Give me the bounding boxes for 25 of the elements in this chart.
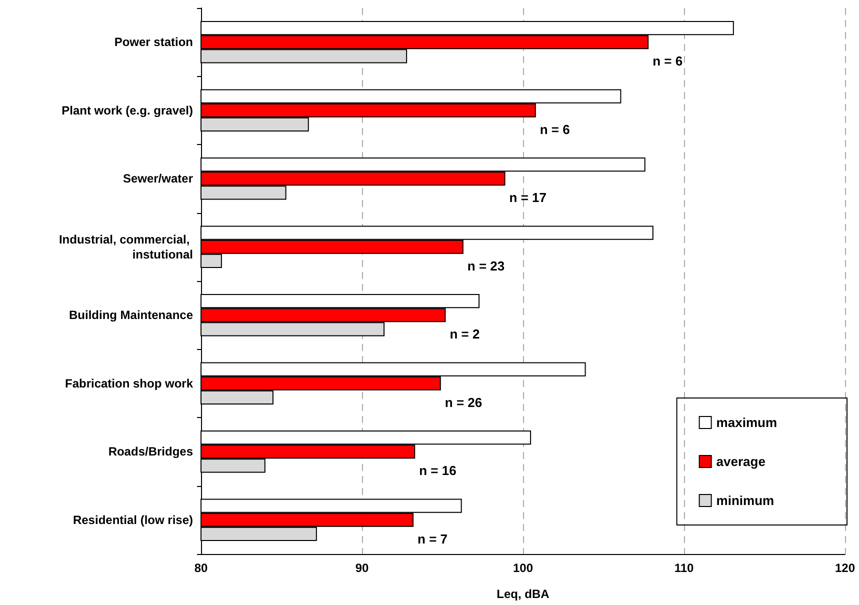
legend-label: maximum bbox=[716, 415, 778, 430]
legend-label: average bbox=[716, 454, 766, 469]
x-tick-label: 100 bbox=[512, 561, 534, 575]
annotation: n = 23 bbox=[467, 258, 505, 274]
annotation: n = 17 bbox=[509, 190, 547, 206]
y-tick-label: Power station bbox=[114, 35, 193, 50]
y-tick-label: Industrial, commercial, instutional bbox=[58, 232, 193, 262]
annotation: n = 26 bbox=[444, 394, 482, 410]
annotation: n = 6 bbox=[540, 122, 570, 137]
x-tick-label: 110 bbox=[674, 561, 694, 575]
annotation: n = 2 bbox=[450, 326, 480, 342]
x-axis-title: Leq, dBA bbox=[496, 587, 550, 601]
y-tick-label: Residential (low rise) bbox=[72, 512, 193, 527]
x-tick-label: 80 bbox=[194, 561, 208, 575]
y-tick-label: Building Maintenance bbox=[68, 308, 194, 322]
y-tick-label: Roads/Bridges bbox=[108, 444, 194, 459]
annotation: n = 16 bbox=[419, 463, 456, 478]
annotation: n = 7 bbox=[418, 531, 448, 546]
y-tick-label: Fabrication shop work bbox=[64, 376, 194, 390]
y-tick-label: Sewer/water bbox=[122, 172, 194, 186]
x-tick-label: 120 bbox=[834, 561, 856, 575]
annotation: n = 6 bbox=[652, 54, 683, 69]
legend-label: minimum bbox=[716, 493, 774, 508]
x-tick-label: 90 bbox=[355, 561, 369, 575]
y-tick-label: Plant work (e.g. gravel) bbox=[62, 103, 193, 118]
